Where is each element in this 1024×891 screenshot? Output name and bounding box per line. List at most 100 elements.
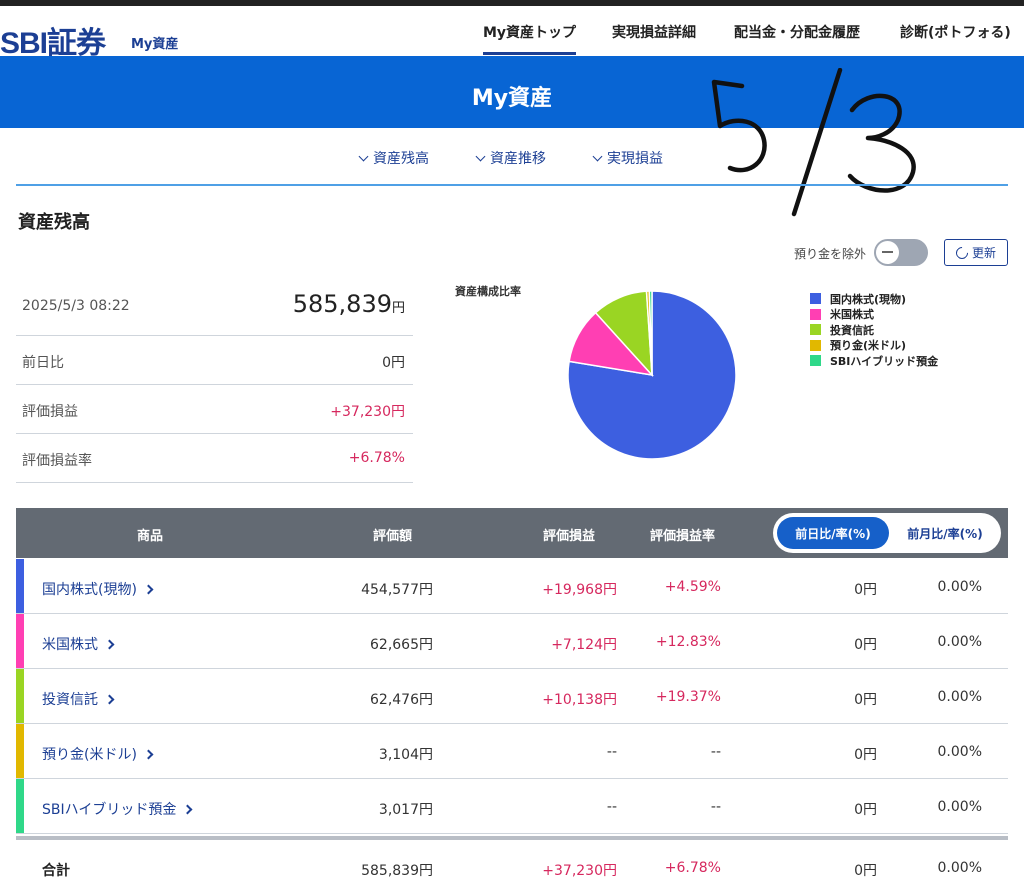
header-valuation: 評価額	[373, 529, 413, 544]
total-pl: +37,230円	[542, 863, 617, 879]
handwritten-note	[711, 68, 916, 217]
unrealized-pl-rate-label: 評価損益率	[22, 453, 92, 469]
row-pl: +7,124円	[551, 637, 617, 653]
toggle-knob	[876, 241, 899, 264]
site-header: SBI証券 My資産 My資産トップ 実現損益詳細 配当金・分配金履歴 診断(ポ…	[0, 6, 1024, 60]
pie-slice	[567, 290, 737, 460]
section-title: 資産残高	[18, 212, 90, 233]
row-color-bar	[16, 559, 24, 613]
change-period-tabs: 前日比/率(%) 前月比/率(%)	[773, 513, 1001, 553]
table-row: 国内株式(現物) 454,577円 +19,968円 +4.59% 0円 0.00%	[16, 559, 1008, 614]
row-pl-rate: +12.83%	[655, 634, 721, 650]
total-amount: 585,839	[292, 290, 392, 318]
row-change: 0円	[854, 802, 877, 818]
total-change-rate: 0.00%	[937, 860, 982, 876]
row-color-bar	[16, 779, 24, 833]
row-pl-rate: +4.59%	[664, 579, 721, 595]
row-change-rate: 0.00%	[937, 689, 982, 705]
sbi-logo[interactable]: SBI証券	[0, 27, 106, 60]
table-total-row: 合計 585,839円 +37,230円 +6.78% 0円 0.00%	[16, 836, 1008, 890]
summary-row: 評価損益 +37,230円	[16, 385, 413, 434]
table-row: 預り金(米ドル) 3,104円 -- -- 0円 0.00%	[16, 724, 1008, 779]
row-pl-rate: --	[710, 799, 721, 815]
total-label: 合計	[42, 863, 70, 879]
chevron-down-icon	[592, 151, 603, 162]
row-product-link[interactable]: 米国株式	[42, 634, 115, 654]
summary-row: 前日比 0円	[16, 336, 413, 385]
chart-legend: 国内株式(現物) 米国株式 投資信託 預り金(米ドル) SBIハイブリッド預金	[810, 291, 938, 369]
nav-dividend-history[interactable]: 配当金・分配金履歴	[734, 25, 860, 41]
legend-item: 投資信託	[810, 322, 938, 338]
asset-allocation-pie	[567, 290, 737, 460]
table-row: 投資信託 62,476円 +10,138円 +19.37% 0円 0.00%	[16, 669, 1008, 724]
row-pl: +19,968円	[542, 582, 617, 598]
chevron-down-icon	[475, 151, 486, 162]
nav-diagnosis[interactable]: 診断(ポトフォる)	[900, 25, 1011, 41]
nav-realized-pl-detail[interactable]: 実現損益詳細	[612, 25, 696, 41]
page-title: My資産	[471, 86, 553, 111]
tab-day-change[interactable]: 前日比/率(%)	[777, 517, 889, 549]
legend-swatch	[810, 339, 821, 351]
day-change-label: 前日比	[22, 355, 64, 371]
row-change: 0円	[854, 637, 877, 653]
day-change-value: 0円	[382, 355, 405, 371]
row-product-name: 米国株式	[42, 637, 98, 653]
total-pl-rate: +6.78%	[664, 860, 721, 876]
summary-total-row: 2025/5/3 08:22 585,839円	[16, 276, 413, 336]
subnav-asset-balance[interactable]: 資産残高	[358, 148, 429, 168]
row-product-name: 投資信託	[42, 692, 98, 708]
refresh-button[interactable]: 更新	[944, 239, 1008, 266]
subnav-label: 資産残高	[373, 151, 429, 167]
row-product-link[interactable]: 国内株式(現物)	[42, 579, 154, 599]
row-product-link[interactable]: 預り金(米ドル)	[42, 744, 154, 764]
legend-item: 預り金(米ドル)	[810, 338, 938, 354]
row-change: 0円	[854, 747, 877, 763]
chevron-right-icon	[104, 694, 115, 705]
row-product-link[interactable]: 投資信託	[42, 689, 115, 709]
chevron-down-icon	[358, 151, 369, 162]
row-valuation: 3,017円	[378, 802, 433, 818]
legend-swatch	[810, 308, 821, 320]
row-change-rate: 0.00%	[937, 634, 982, 650]
row-pl-rate: --	[710, 744, 721, 760]
tab-month-change[interactable]: 前月比/率(%)	[907, 526, 983, 541]
table-row: 米国株式 62,665円 +7,124円 +12.83% 0円 0.00%	[16, 614, 1008, 669]
unrealized-pl-label: 評価損益	[22, 404, 78, 420]
balance-summary: 2025/5/3 08:22 585,839円 前日比 0円 評価損益 +37,…	[16, 276, 413, 483]
legend-label: SBIハイブリッド預金	[830, 354, 939, 368]
subnav-realized-pl[interactable]: 実現損益	[592, 148, 663, 168]
total-valuation: 585,839円	[361, 863, 433, 879]
legend-swatch	[810, 355, 821, 367]
as-of-datetime: 2025/5/3 08:22	[22, 298, 130, 314]
row-pl: +10,138円	[542, 692, 617, 708]
row-color-bar	[16, 669, 24, 723]
legend-label: 投資信託	[830, 323, 874, 337]
legend-label: 国内株式(現物)	[830, 292, 907, 306]
subnav-asset-trend[interactable]: 資産推移	[475, 148, 546, 168]
chevron-right-icon	[143, 584, 154, 595]
row-valuation: 62,476円	[370, 692, 433, 708]
row-valuation: 62,665円	[370, 637, 433, 653]
nav-my-assets-top[interactable]: My資産トップ	[483, 22, 577, 55]
legend-item: 米国株式	[810, 307, 938, 323]
exclude-deposit-toggle[interactable]	[874, 239, 928, 266]
unrealized-pl-value: +37,230円	[330, 404, 405, 420]
section-subnav: 資産残高 資産推移 実現損益	[16, 136, 1008, 186]
chevron-right-icon	[143, 749, 154, 760]
row-product-name: 預り金(米ドル)	[42, 747, 137, 763]
legend-item: 国内株式(現物)	[810, 291, 938, 307]
row-product-link[interactable]: SBIハイブリッド預金	[42, 799, 193, 819]
header-pl-rate: 評価損益率	[650, 529, 716, 544]
row-color-bar	[16, 724, 24, 778]
chevron-right-icon	[104, 639, 115, 650]
row-product-name: 国内株式(現物)	[42, 582, 137, 598]
row-product-name: SBIハイブリッド預金	[42, 802, 177, 818]
legend-label: 米国株式	[830, 308, 874, 322]
refresh-label: 更新	[971, 246, 996, 260]
row-change: 0円	[854, 582, 877, 598]
row-change-rate: 0.00%	[937, 799, 982, 815]
row-change-rate: 0.00%	[937, 579, 982, 595]
row-pl-rate: +19.37%	[655, 689, 721, 705]
subnav-label: 資産推移	[490, 151, 546, 167]
legend-swatch	[810, 324, 821, 336]
